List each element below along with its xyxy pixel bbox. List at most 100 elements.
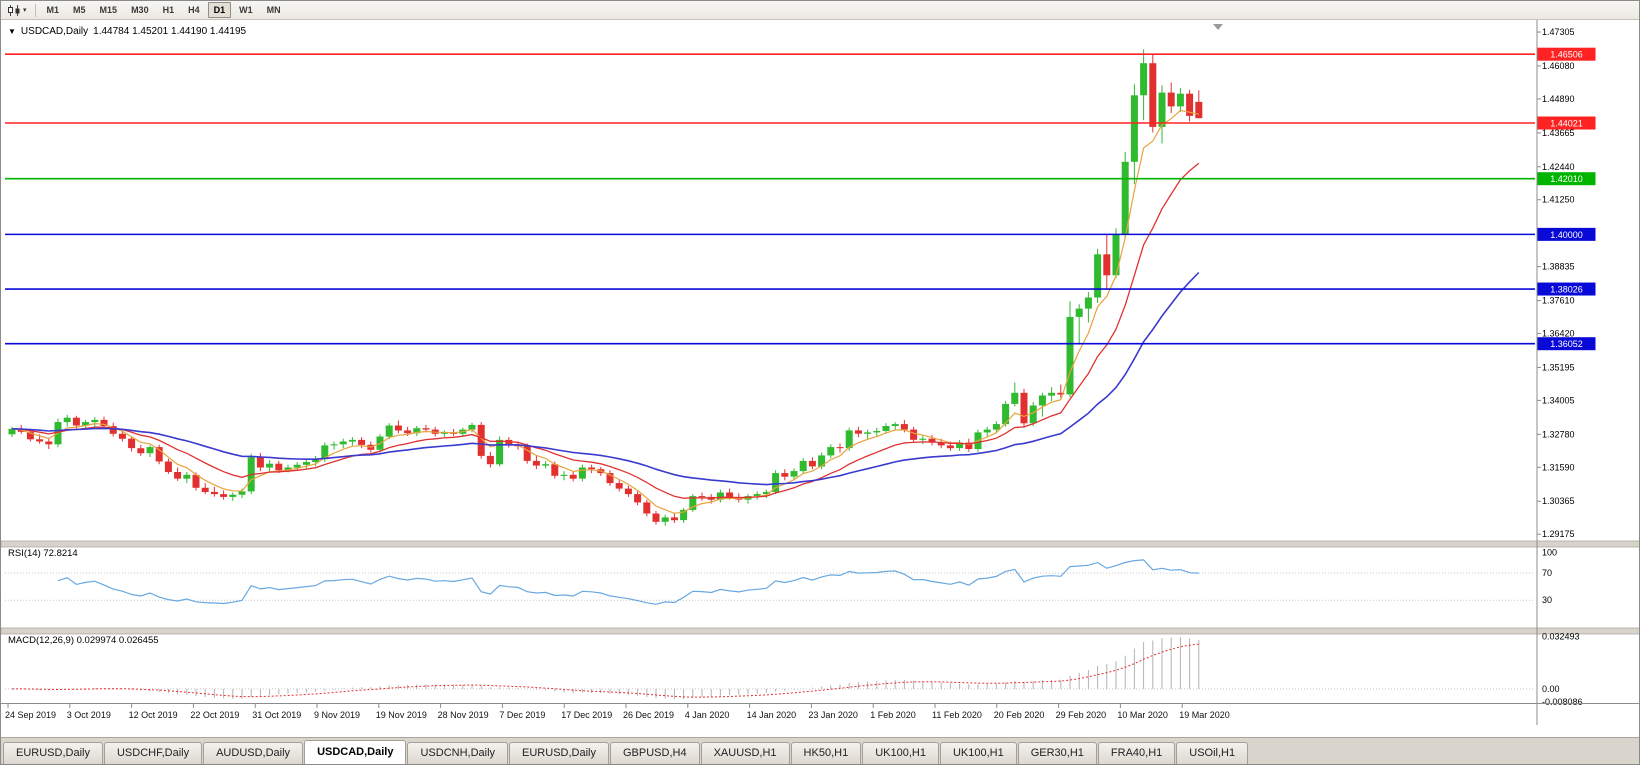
time-tick-label: 19 Nov 2019	[376, 710, 427, 720]
candle-body	[523, 446, 531, 461]
time-tick-label: 12 Oct 2019	[129, 710, 178, 720]
candle-body	[1158, 92, 1166, 127]
macd-scale-label: 0.00	[1542, 684, 1560, 694]
candle-body	[891, 424, 899, 426]
chart-tab-10-uk100-h1[interactable]: UK100,H1	[939, 742, 1017, 764]
candle-body	[210, 491, 218, 495]
timeframe-button-h4[interactable]: H4	[188, 5, 200, 15]
candle-body	[256, 457, 264, 468]
candle-body	[781, 473, 789, 477]
timeframe-button-w1[interactable]: W1	[239, 5, 253, 15]
candle-body	[772, 473, 780, 492]
chart-background	[1, 19, 1639, 731]
candle-body	[560, 474, 568, 476]
candle-body	[670, 517, 678, 521]
chart-tab-11-ger30-h1[interactable]: GER30,H1	[1017, 742, 1097, 764]
timeframe-button-h1[interactable]: H1	[162, 5, 175, 15]
price-tick-label: 1.36420	[1542, 329, 1575, 339]
chart-tab-1-usdchf-daily[interactable]: USDCHF,Daily	[103, 742, 203, 764]
chart-tab-13-usoil-h1[interactable]: USOil,H1	[1176, 742, 1249, 764]
chart-tab-2-audusd-daily[interactable]: AUDUSD,Daily	[203, 742, 304, 764]
candle-body	[818, 455, 826, 467]
candle-body	[45, 441, 53, 445]
time-tick-label: 28 Nov 2019	[438, 710, 489, 720]
time-tick-label: 1 Feb 2020	[870, 710, 916, 720]
candle-body	[652, 513, 660, 522]
price-hline-label-bg	[1537, 116, 1596, 130]
candle-body	[26, 431, 34, 440]
price-hline-label: 1.46506	[1550, 50, 1583, 60]
price-tick-label: 1.47305	[1542, 27, 1575, 37]
price-tick-label: 1.37610	[1542, 296, 1575, 306]
ma-slow-line	[11, 271, 1200, 486]
panel-splitter-macd[interactable]	[1, 627, 1640, 635]
timeframe-toolbar: ▾ M1 M5 M15 M30 H1 H4 D1 W1 MN	[1, 1, 1639, 20]
one-click-trading-icon[interactable]: ▼	[8, 26, 16, 36]
macd-scale-label: 0.032493	[1542, 632, 1580, 642]
candle-body	[643, 502, 651, 514]
candle-body	[983, 429, 991, 433]
candle-body	[358, 439, 366, 445]
candle-body	[109, 426, 117, 434]
candle-body	[928, 438, 936, 443]
chart-tab-6-gbpusd-h4[interactable]: GBPUSD,H4	[610, 742, 700, 764]
chart-tab-12-fra40-h1[interactable]: FRA40,H1	[1097, 742, 1176, 764]
timeframe-button-mn[interactable]: MN	[266, 5, 281, 15]
ma-mid-line	[11, 162, 1200, 499]
candle-body	[118, 433, 126, 439]
candle-body	[542, 464, 550, 466]
candle-body	[339, 441, 347, 445]
chart-tab-5-eurusd-daily[interactable]: EURUSD,Daily	[509, 742, 609, 764]
candle-body	[882, 426, 890, 431]
price-tick-label: 1.38835	[1542, 262, 1575, 272]
charts-dropdown-icon[interactable]: ▾	[4, 3, 31, 18]
candle-body	[762, 491, 770, 495]
candle-body	[229, 494, 237, 497]
timeframe-button-m5[interactable]: M5	[73, 5, 86, 15]
chart-tab-7-xauusd-h1[interactable]: XAUUSD,H1	[700, 742, 790, 764]
price-axis[interactable]: 1.47305 1.46080 1.44890 1.43665 1.42440 1.412…	[1537, 27, 1575, 539]
candle-body	[689, 496, 697, 510]
timeframe-button-d1[interactable]: D1	[207, 2, 232, 18]
candle-body	[873, 431, 881, 433]
candle-body	[36, 439, 44, 442]
chart-tab-9-uk100-h1[interactable]: UK100,H1	[862, 742, 939, 764]
candle-body	[836, 447, 844, 449]
candle-body	[413, 428, 421, 434]
price-tick-label: 1.32780	[1542, 429, 1575, 439]
candle-body	[1075, 308, 1083, 317]
timeframe-button-m30[interactable]: M30	[131, 5, 149, 15]
time-tick-label: 10 Mar 2020	[1117, 710, 1168, 720]
candle-body	[477, 424, 485, 456]
candle-body	[238, 491, 246, 495]
chart-tab-8-hk50-h1[interactable]: HK50,H1	[790, 742, 862, 764]
time-tick-label: 22 Oct 2019	[190, 710, 239, 720]
time-tick-label: 4 Jan 2020	[685, 710, 730, 720]
candle-body	[137, 448, 145, 454]
chart-tab-4-usdcnh-daily[interactable]: USDCNH,Daily	[407, 742, 509, 764]
chart-tab-0-eurusd-daily[interactable]: EURUSD,Daily	[3, 742, 103, 764]
time-tick-label: 14 Jan 2020	[747, 710, 797, 720]
candle-body	[1038, 395, 1046, 406]
price-hline-label-bg	[1537, 227, 1596, 241]
time-tick-label: 24 Sep 2019	[5, 710, 56, 720]
time-tick-label: 7 Dec 2019	[499, 710, 545, 720]
candle-body	[1140, 63, 1148, 96]
price-hline-label: 1.40000	[1550, 230, 1583, 240]
main-chart-area[interactable]: 1.47305 1.46080 1.44890 1.43665 1.42440 1.412…	[1, 19, 1640, 731]
candle-body	[1103, 254, 1111, 276]
chart-tab-3-usdcad-daily[interactable]: USDCAD,Daily	[304, 740, 407, 764]
candle-body	[266, 463, 274, 468]
chart-symbol-label: USDCAD,Daily	[20, 26, 89, 37]
panel-splitter-rsi[interactable]	[1, 540, 1640, 548]
candle-body	[808, 460, 816, 467]
candle-body	[1084, 297, 1092, 309]
time-axis[interactable]: 24 Sep 2019 3 Oct 2019 12 Oct 2019 22 Oct 2…	[1, 703, 1640, 721]
candle-body	[404, 430, 412, 434]
chart-shift-marker[interactable]	[1213, 24, 1223, 30]
candle-body	[348, 439, 356, 442]
timeframe-button-m1[interactable]: M1	[46, 5, 60, 15]
time-tick-label: 9 Nov 2019	[314, 710, 360, 720]
timeframe-button-m15[interactable]: M15	[99, 5, 118, 15]
candle-body	[486, 455, 494, 465]
